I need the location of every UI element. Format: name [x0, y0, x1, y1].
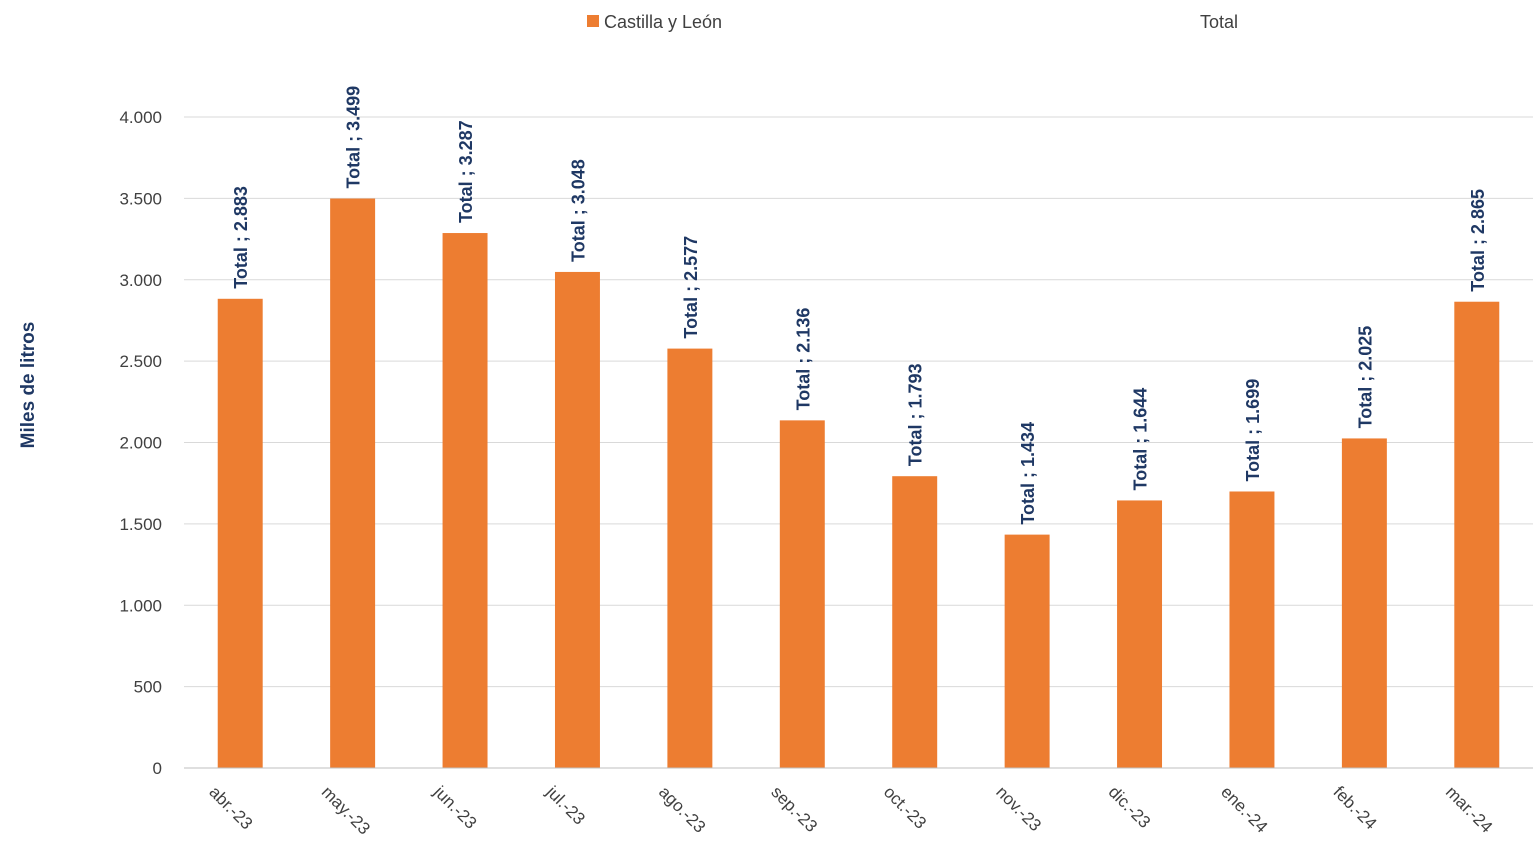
y-tick-label: 1.500	[119, 515, 162, 534]
bar	[1341, 438, 1387, 768]
bar	[442, 233, 488, 768]
y-tick-label: 2.000	[119, 434, 162, 453]
bar	[779, 420, 825, 768]
y-tick-label: 0	[153, 759, 162, 778]
legend-swatch-castilla-y-leon	[587, 15, 599, 27]
bar	[892, 476, 938, 768]
data-label: Total ; 1.644	[1131, 388, 1151, 491]
bar	[330, 198, 376, 769]
x-axis-ticks: abr.-23 may.-23 jun.-23 jul.-23 ago.-23 sep.-…	[205, 782, 1496, 839]
x-tick-label: mar.-24	[1442, 782, 1496, 836]
y-tick-label: 3.000	[119, 271, 162, 290]
data-label: Total ; 1.434	[1018, 422, 1038, 525]
bar	[554, 271, 600, 768]
bar	[1117, 500, 1163, 768]
gridlines	[184, 116, 1533, 688]
x-tick-label: feb.-24	[1330, 782, 1381, 833]
x-tick-label: ago.-23	[655, 782, 709, 836]
x-tick-label: nov.-23	[992, 782, 1045, 835]
data-label: Total ; 2.865	[1468, 189, 1488, 292]
y-axis-ticks: 0 500 1.000 1.500 2.000 2.500 3.000 3.500 4.000	[119, 108, 162, 778]
data-label: Total ; 2.883	[231, 186, 251, 289]
x-tick-label: ene.-24	[1217, 782, 1271, 836]
data-label: Total ; 2.025	[1355, 326, 1375, 429]
y-tick-label: 4.000	[119, 108, 162, 127]
x-tick-label: may.-23	[318, 782, 374, 838]
data-label: Total ; 3.499	[344, 86, 364, 189]
y-tick-label: 1.000	[119, 596, 162, 615]
bar	[1229, 491, 1275, 768]
y-tick-label: 500	[134, 678, 162, 697]
x-tick-label: sep.-23	[767, 782, 821, 836]
bar	[1004, 534, 1050, 768]
bar	[667, 348, 713, 768]
data-label: Total ; 3.287	[456, 120, 476, 223]
data-label: Total ; 3.048	[568, 159, 588, 262]
x-tick-label: jun.-23	[430, 782, 481, 833]
legend-label-total: Total	[1200, 12, 1238, 32]
bars	[217, 198, 1500, 769]
y-tick-label: 2.500	[119, 352, 162, 371]
data-labels: Total ; 2.883 Total ; 3.499 Total ; 3.287 T…	[231, 86, 1488, 525]
data-label: Total ; 2.577	[681, 236, 701, 339]
legend-label-castilla-y-leon: Castilla y León	[604, 12, 722, 32]
x-tick-label: oct.-23	[880, 782, 930, 832]
x-tick-label: jul.-23	[542, 782, 589, 829]
y-tick-label: 3.500	[119, 189, 162, 208]
data-label: Total ; 2.136	[793, 308, 813, 411]
x-tick-label: dic.-23	[1105, 782, 1155, 832]
bar	[217, 298, 263, 768]
y-axis-title: Miles de litros	[18, 322, 39, 449]
data-label: Total ; 1.793	[906, 363, 926, 466]
data-label: Total ; 1.699	[1243, 379, 1263, 482]
chart-legend: Castilla y León Total	[587, 12, 1238, 32]
x-tick-label: abr.-23	[205, 782, 256, 833]
bar	[1454, 301, 1500, 768]
